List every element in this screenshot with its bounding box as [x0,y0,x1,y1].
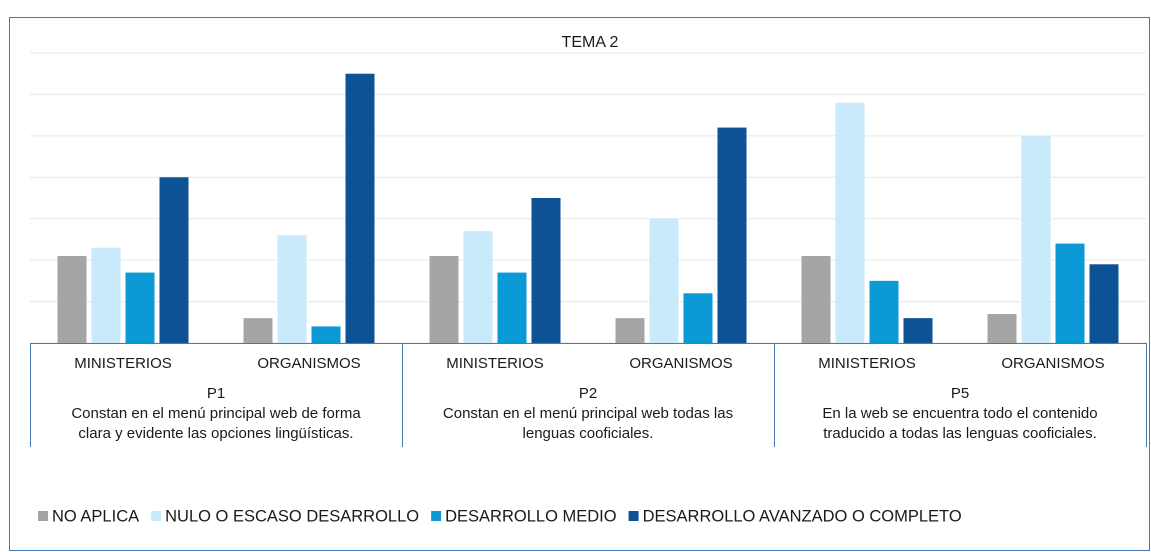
group-description: clara y evidente las opciones lingüístic… [78,425,353,442]
bar [277,235,307,343]
group-description: Constan en el menú principal web de form… [71,405,361,422]
bar [717,127,747,343]
legend-label: NULO O ESCASO DESARROLLO [165,507,419,525]
bar [835,102,865,343]
group-label: P5 [951,385,969,402]
bar [683,293,713,343]
bar [649,218,679,343]
bar [159,177,189,343]
legend-swatch [38,511,48,521]
bar [1089,264,1119,343]
x-tick-label: MINISTERIOS [818,355,916,372]
group-description: En la web se encuentra todo el contenido [822,405,1097,422]
legend-label: DESARROLLO MEDIO [445,507,617,525]
bar [243,318,273,343]
x-tick-label: ORGANISMOS [629,355,732,372]
bar [463,231,493,343]
x-tick-label: ORGANISMOS [257,355,360,372]
group-description: Constan en el menú principal web todas l… [443,405,733,422]
chart-frame [9,17,1150,551]
bar [125,272,155,343]
group-description: lenguas cooficiales. [523,425,654,442]
bar [869,280,899,343]
bar [429,256,459,343]
legend-label: NO APLICA [52,507,139,525]
legend-swatch [628,511,639,521]
x-tick-label: MINISTERIOS [74,355,172,372]
group-label: P2 [579,385,597,402]
bar [1055,243,1085,343]
group-label: P1 [207,385,225,402]
bar [615,318,645,343]
x-tick-label: ORGANISMOS [1001,355,1104,372]
legend-label: DESARROLLO AVANZADO O COMPLETO [643,507,962,525]
bar [903,318,933,343]
legend-swatch [431,511,442,521]
bar [801,256,831,343]
bar [311,326,341,343]
bar [531,198,561,343]
chart-title: TEMA 2 [562,34,619,51]
bar [57,256,87,343]
x-tick-label: MINISTERIOS [446,355,544,372]
legend-swatch [151,511,162,521]
bar [987,314,1017,343]
bar [345,73,375,343]
bar [1021,135,1051,343]
bar [91,247,121,343]
group-description: traducido a todas las lenguas cooficiale… [823,425,1097,442]
bar [497,272,527,343]
